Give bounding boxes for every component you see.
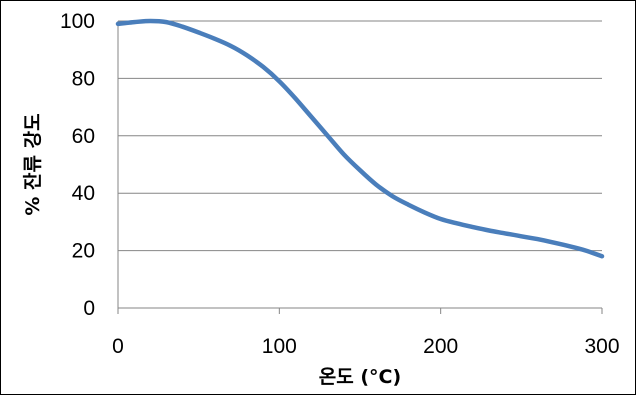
- x-axis-title: 온도 (°C): [319, 366, 401, 388]
- y-tick-labels: 0 20 40 60 80 100: [60, 10, 95, 320]
- y-tick-label-20: 20: [72, 240, 95, 263]
- x-tick-label-200: 200: [423, 335, 458, 358]
- y-tick-label-80: 80: [72, 67, 95, 90]
- x-tick-label-100: 100: [262, 335, 297, 358]
- x-tick-labels: 0 100 200 300: [112, 335, 619, 358]
- y-tick-label-40: 40: [72, 182, 95, 205]
- grid-lines: [118, 20, 602, 252]
- y-tick-label-0: 0: [83, 297, 95, 320]
- y-tick-label-100: 100: [60, 10, 95, 33]
- series-group: [115, 18, 605, 259]
- y-axis-title: % 잔류 강도: [22, 113, 44, 215]
- y-tick-label-60: 60: [72, 125, 95, 148]
- series-line-0: [115, 18, 605, 259]
- x-tick-label-0: 0: [112, 335, 124, 358]
- axes: [117, 21, 603, 314]
- x-tick-label-300: 300: [584, 335, 619, 358]
